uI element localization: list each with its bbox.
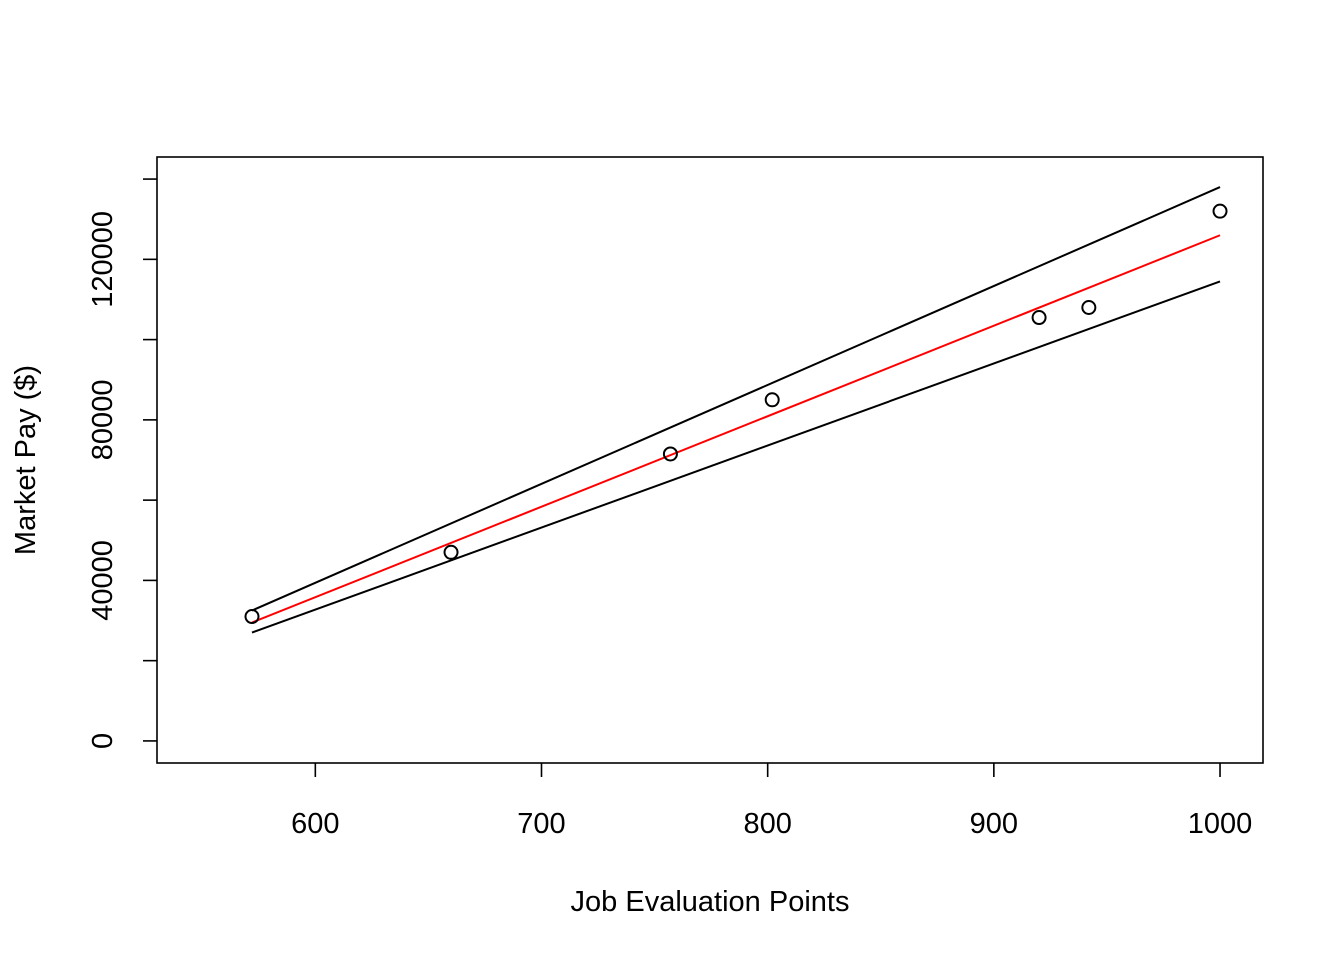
y-tick-label: 120000: [87, 211, 119, 308]
data-point: [1081, 299, 1097, 315]
upper-line: [251, 186, 1221, 612]
plot-frame: [156, 156, 1264, 764]
x-tick-label: 600: [291, 808, 339, 840]
y-tick-label: 0: [87, 733, 119, 749]
x-tick-label: 700: [517, 808, 565, 840]
x-tick-label: 900: [970, 808, 1018, 840]
x-axis-title: Job Evaluation Points: [571, 886, 850, 918]
data-points: [244, 203, 1228, 625]
data-point: [1212, 203, 1228, 219]
regression-lines: [251, 186, 1221, 634]
data-point: [1031, 310, 1047, 326]
data-point: [662, 446, 678, 462]
y-tick-label: 40000: [87, 540, 119, 621]
data-point: [443, 544, 459, 560]
x-tick-label: 800: [743, 808, 791, 840]
y-tick-label: 80000: [87, 380, 119, 461]
lower-line: [251, 280, 1221, 634]
y-axis-title: Market Pay ($): [10, 365, 42, 555]
x-tick-label: 1000: [1188, 808, 1253, 840]
fit-line: [251, 234, 1221, 624]
y-axis: 0 40000 80000 120000: [87, 178, 157, 749]
x-axis: 600 700 800 900 1000: [291, 763, 1252, 840]
data-point: [764, 392, 780, 408]
data-point: [244, 609, 260, 625]
